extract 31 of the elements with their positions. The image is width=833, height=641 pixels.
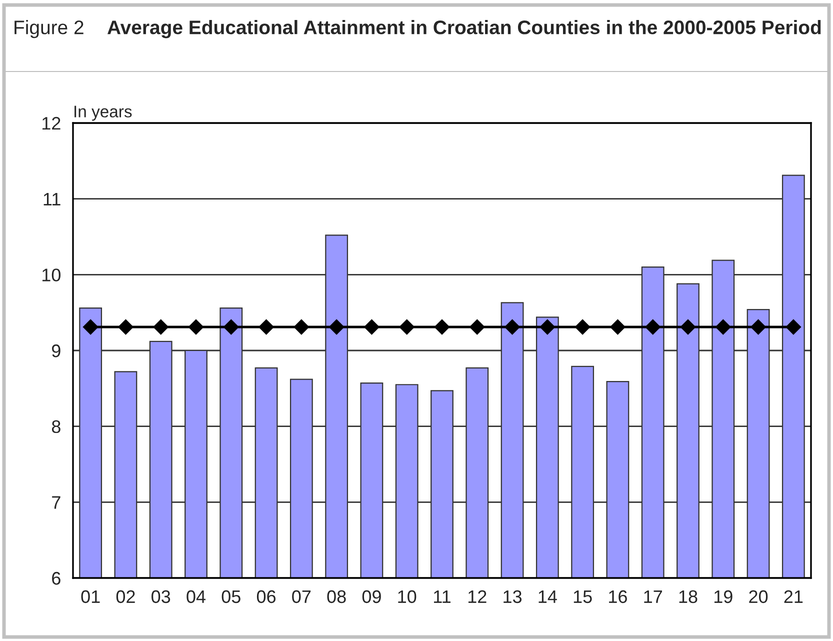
x-tick-label: 17 [644,590,662,603]
x-tick-label: 12 [468,590,486,603]
x-tick-label: 08 [327,590,346,604]
y-tick-label: 11 [44,192,60,206]
x-tick-label: 07 [292,590,311,604]
y-tick-label: 10 [42,268,60,282]
x-tick-label: 05 [222,590,240,604]
y-tick-label: 8 [52,420,60,434]
x-tick-label: 09 [362,590,381,604]
chart-title: Average Educational Attainment in Croatian Counties in the 2000-2005 Period [107,20,821,38]
x-tick-label: 01 [81,590,100,604]
x-tick-label: 19 [714,590,732,604]
y-tick-label: 6 [52,572,60,585]
x-tick-label: 20 [749,590,768,604]
x-tick-label: 15 [574,590,592,604]
x-tick-label: 06 [256,590,276,604]
y-tick-label: 7 [52,496,60,509]
x-tick-label: 16 [609,590,627,604]
y-axis-title: In years [74,106,132,121]
x-tick-label: 18 [679,590,698,604]
x-tick-label: 03 [152,590,170,604]
x-tick-label: 02 [116,590,135,604]
y-tick-label: 12 [42,116,60,130]
x-tick-label: 04 [186,590,206,604]
x-tick-label: 21 [784,590,803,603]
caption: Figure 2 [14,20,84,38]
x-tick-label: 10 [398,590,416,604]
x-tick-label: 13 [504,590,522,604]
x-tick-label: 14 [538,590,557,603]
y-tick-label: 9 [52,344,60,358]
x-tick-label: 11 [434,590,450,603]
